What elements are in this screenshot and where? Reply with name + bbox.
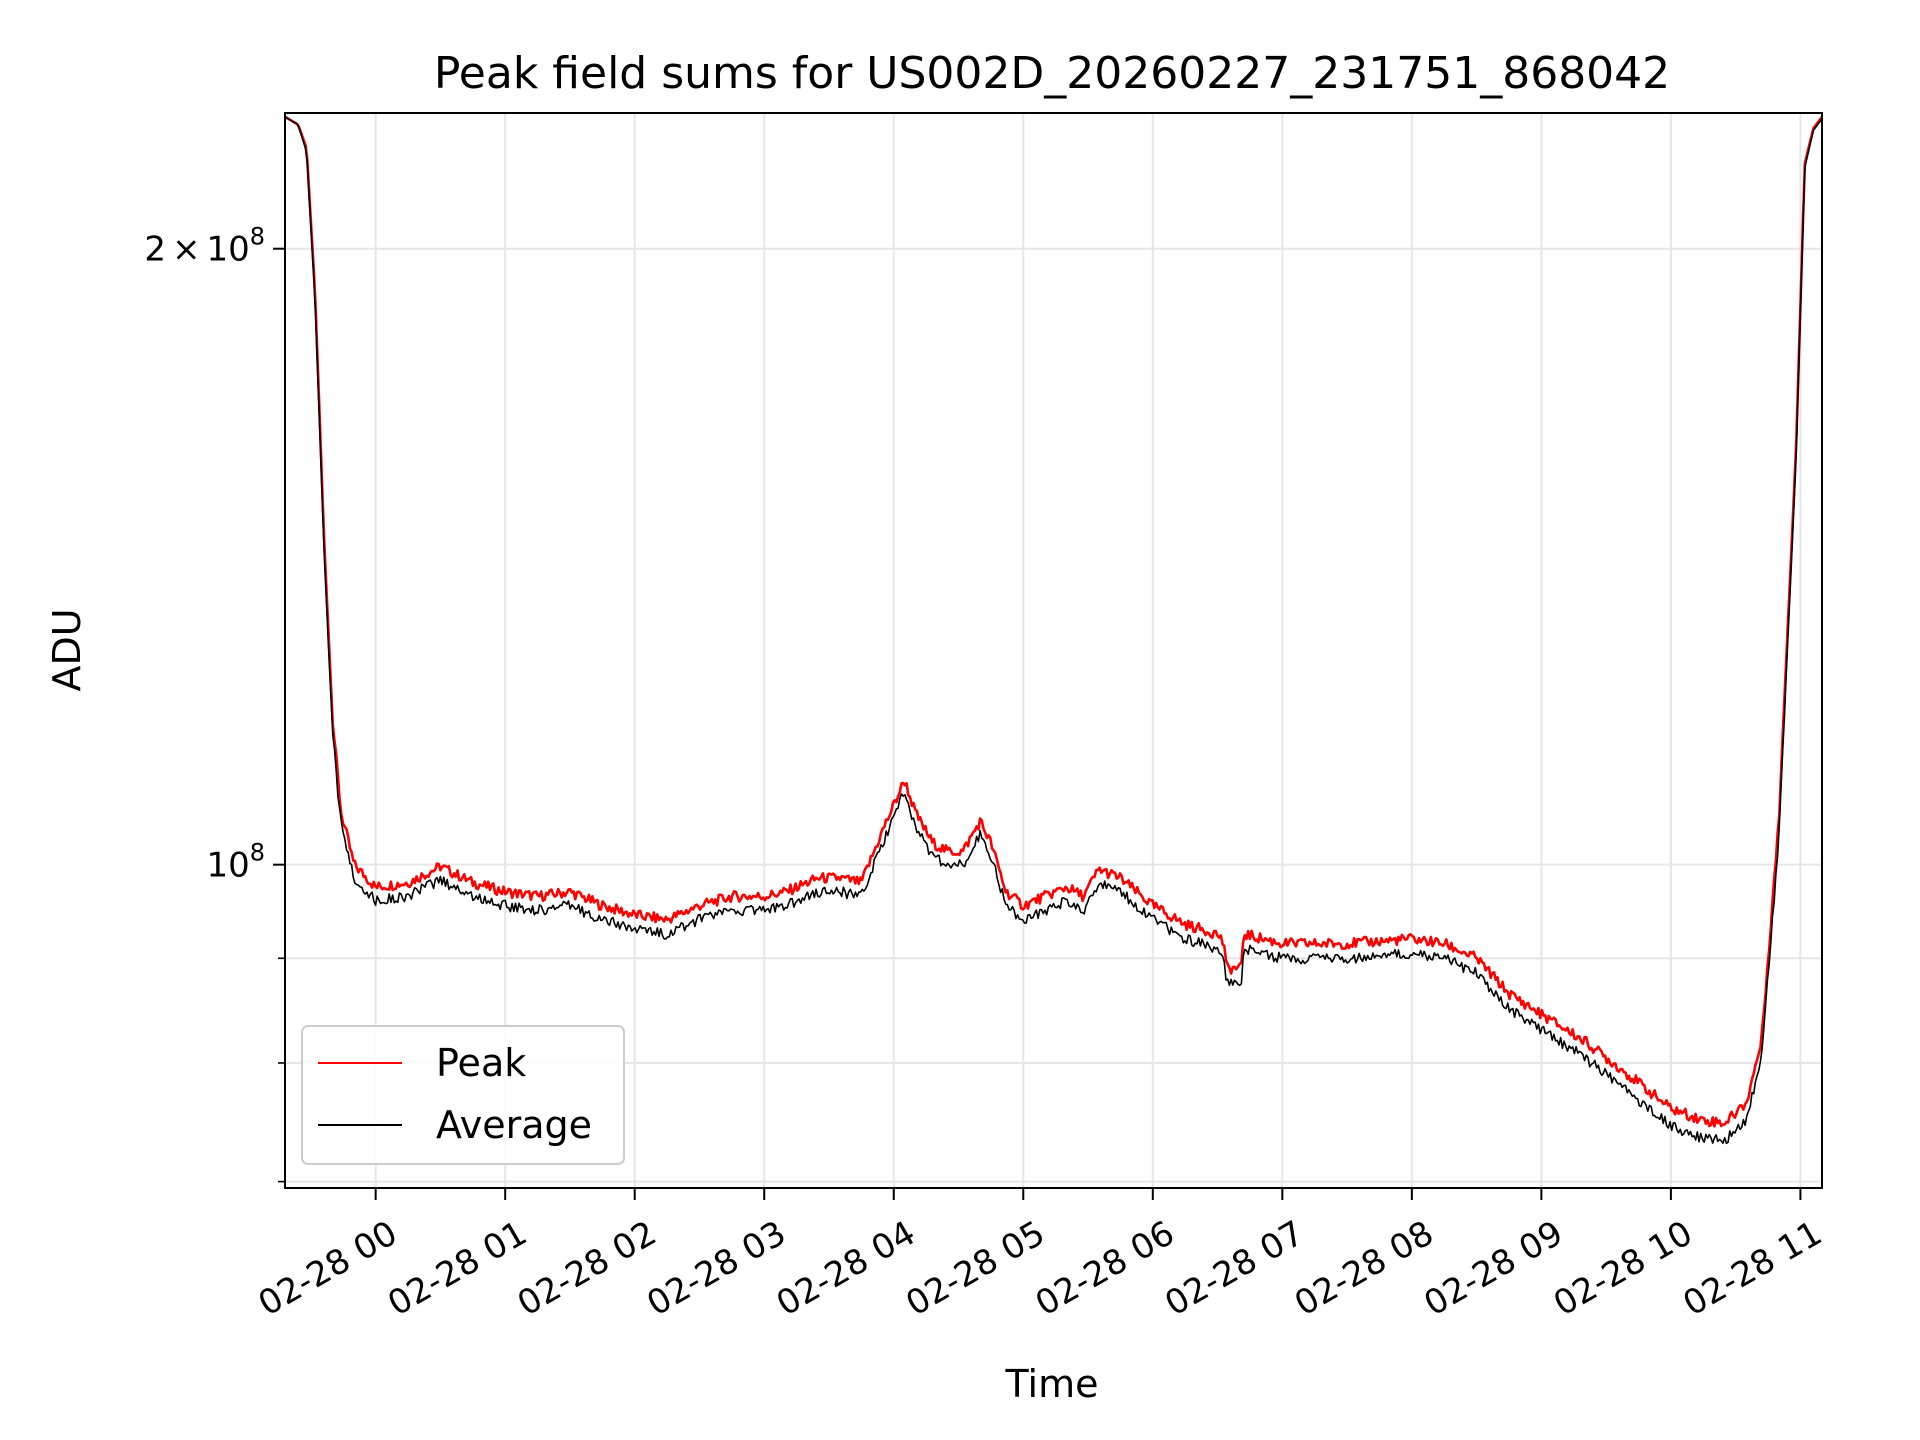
- legend-label-average: Average: [436, 1103, 592, 1147]
- x-axis-label: Time: [1005, 1362, 1099, 1406]
- y-axis-label: ADU: [45, 608, 89, 691]
- chart-title: Peak field sums for US002D_20260227_2317…: [434, 48, 1670, 99]
- series-line-average: [285, 116, 1822, 1145]
- legend: Peak Average: [301, 1025, 625, 1165]
- y-axis: 108 2 × 108: [144, 223, 285, 1183]
- plot-frame: [284, 112, 1823, 1189]
- y-tick-label: 108: [206, 839, 265, 886]
- y-tick-label: 2 × 108: [144, 223, 265, 270]
- legend-box: [301, 1025, 625, 1165]
- series-line-peak: [285, 115, 1822, 1128]
- legend-label-peak: Peak: [436, 1041, 526, 1085]
- plot-lines: [285, 115, 1822, 1145]
